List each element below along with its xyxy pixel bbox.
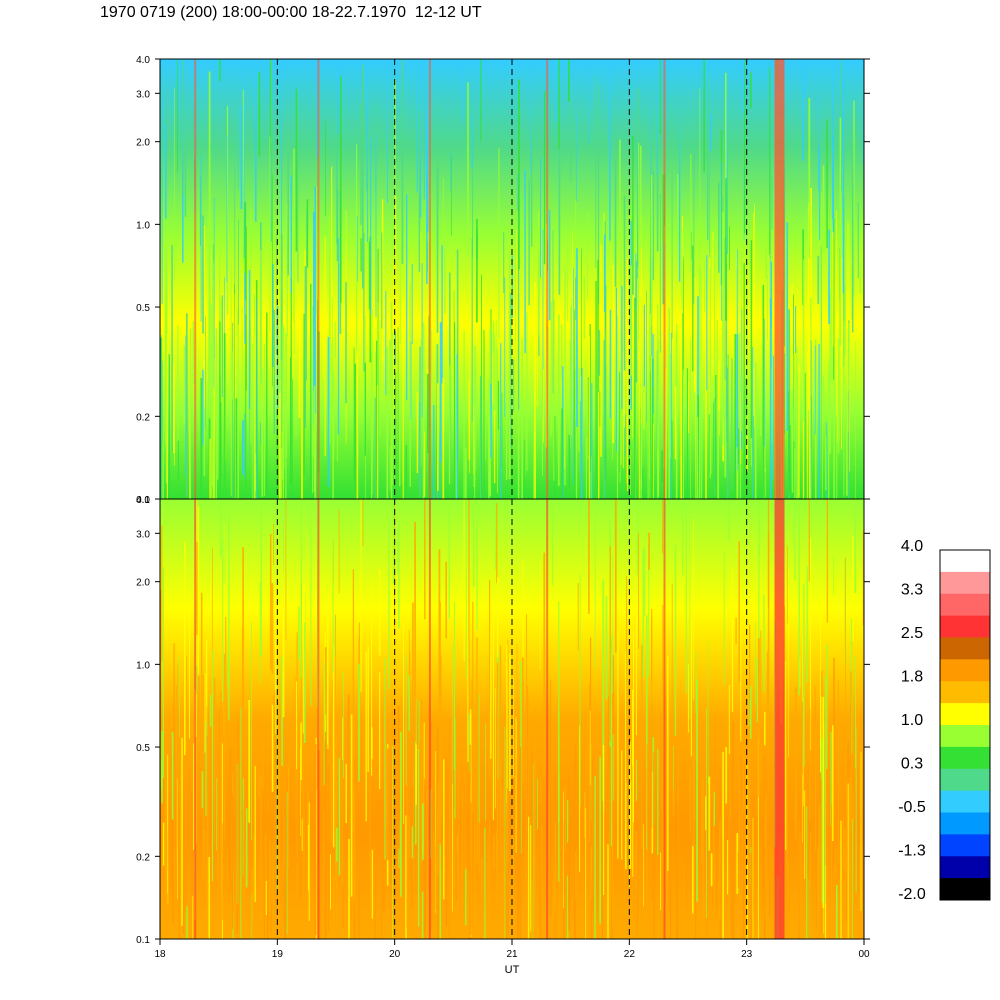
colorbar-swatch: [940, 746, 990, 770]
red-streak: [546, 499, 549, 939]
y-tick-label: 0.1: [136, 935, 150, 946]
colorbar-tick-label: -0.5: [898, 799, 926, 816]
axes: 0.10.20.51.02.03.04.00.10.20.51.02.03.04…: [136, 55, 870, 960]
x-tick-label: 20: [389, 949, 401, 960]
red-streak: [546, 59, 549, 499]
colorbar-tick-label: 1.0: [901, 712, 923, 729]
colorbar-swatch: [940, 790, 990, 814]
y-tick-label: 0.2: [136, 852, 150, 863]
red-streak: [317, 59, 320, 499]
red-streak: [194, 59, 197, 499]
colorbar-tick-label: -1.3: [898, 843, 926, 860]
colorbar-frame: [939, 549, 991, 901]
colorbar-swatch: [940, 571, 990, 595]
colorbar-swatch: [940, 681, 990, 704]
y-tick-label: 2.0: [136, 578, 150, 589]
y-tick-label: 3.0: [136, 89, 150, 100]
y-tick-label: 0.5: [136, 303, 150, 314]
red-streak: [663, 59, 666, 499]
x-tick-label: 19: [272, 949, 284, 960]
x-tick-label: 22: [624, 949, 636, 960]
colorbar-swatch: [940, 637, 990, 660]
y-tick-label: 0.1: [136, 495, 150, 506]
colorbar-swatch: [940, 593, 990, 617]
y-tick-label: 0.2: [136, 412, 150, 423]
colorbar-swatch: [940, 615, 990, 639]
colorbar-swatch: [940, 834, 990, 857]
red-streak: [428, 499, 431, 939]
colorbar-tick-label: 0.3: [901, 756, 923, 773]
red-streak: [774, 499, 785, 939]
colorbar-tick-label: 3.3: [901, 582, 923, 599]
x-axis-label: UT: [505, 964, 520, 976]
colorbar-swatch: [940, 856, 990, 879]
y-tick-label: 4.0: [136, 55, 150, 66]
x-tick-label: 21: [506, 949, 518, 960]
y-tick-label: 3.0: [136, 529, 150, 540]
chart-title: 1970 0719 (200) 18:00-00:00 18-22.7.1970…: [100, 4, 482, 21]
colorbar-tick-label: -2.0: [898, 886, 926, 903]
y-tick-label: 4.0: [136, 495, 150, 506]
colorbar-swatch: [940, 812, 990, 835]
red-streak: [317, 499, 320, 939]
y-tick-label: 1.0: [136, 220, 150, 231]
colorbar: 4.0 3.3 2.5 1.8 1.0 0.3 -0.5 -1.3 -2.0: [898, 538, 991, 903]
colorbar-swatch: [940, 659, 990, 682]
colorbar-tick-label: 2.5: [901, 625, 923, 642]
colorbar-swatch: [940, 768, 990, 792]
red-streak: [194, 499, 197, 939]
colorbar-tick-label: 1.8: [901, 669, 923, 686]
red-streak: [774, 59, 785, 499]
colorbar-tick-label: 4.0: [901, 538, 923, 555]
x-tick-label: 00: [858, 949, 870, 960]
colorbar-swatch: [940, 550, 990, 573]
x-tick-label: 18: [154, 949, 166, 960]
red-streak: [663, 499, 666, 939]
y-tick-label: 2.0: [136, 138, 150, 149]
colorbar-swatch: [940, 725, 990, 748]
colorbar-swatch: [940, 703, 990, 726]
x-tick-label: 23: [741, 949, 753, 960]
y-tick-label: 1.0: [136, 660, 150, 671]
y-tick-label: 0.5: [136, 743, 150, 754]
red-streak: [428, 59, 431, 499]
colorbar-swatch: [940, 878, 990, 901]
